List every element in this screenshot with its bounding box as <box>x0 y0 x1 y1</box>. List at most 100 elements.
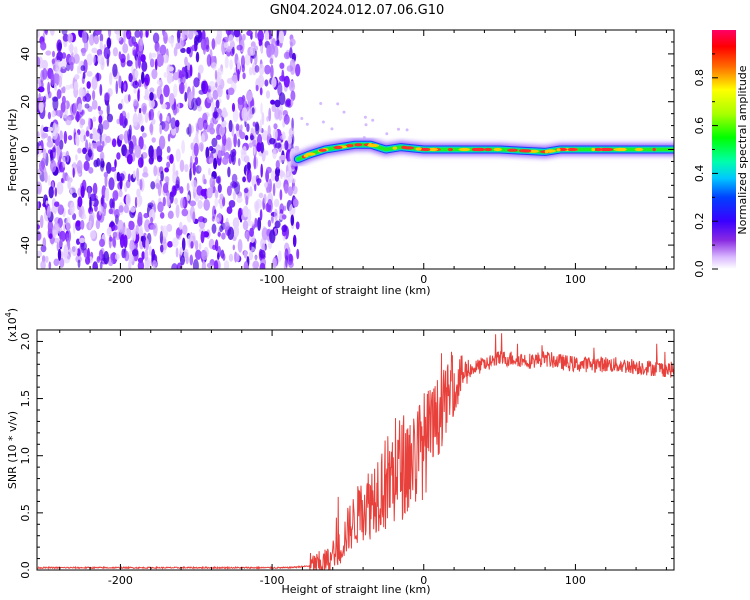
spectrogram-y-tick-label: 40 <box>19 47 32 61</box>
noise-speckle <box>104 187 110 202</box>
noise-speckle <box>164 176 170 183</box>
noise-speckle <box>258 192 264 199</box>
noise-speckle <box>231 155 235 162</box>
noise-speckle <box>166 72 173 84</box>
noise-speckle <box>127 173 131 183</box>
noise-speckle <box>148 98 155 109</box>
noise-speckle <box>109 236 113 242</box>
noise-speckle <box>109 198 114 209</box>
noise-speckle <box>37 224 41 230</box>
noise-speckle <box>62 156 66 168</box>
track-peak <box>401 145 407 149</box>
noise-speckle <box>58 75 63 88</box>
noise-speckle <box>121 225 125 235</box>
noise-speckle <box>127 94 131 102</box>
noise-speckle <box>69 202 75 216</box>
noise-speckle <box>68 56 76 66</box>
noise-speckle <box>287 135 292 145</box>
track-peak <box>303 154 309 158</box>
track-peak <box>318 148 327 152</box>
noise-speckle <box>97 105 101 111</box>
noise-speckle <box>126 112 130 120</box>
noise-speckle <box>63 253 71 264</box>
noise-speckle <box>200 188 208 197</box>
noise-speckle <box>88 117 91 130</box>
noise-speckle <box>102 120 110 130</box>
noise-speckle <box>80 65 86 72</box>
snr-ticks <box>37 330 674 571</box>
noise-speckle <box>140 235 144 242</box>
noise-speckle <box>278 30 285 44</box>
noise-speckle <box>50 159 57 173</box>
noise-speckle <box>228 200 236 208</box>
noise-speckle <box>238 128 243 137</box>
noise-speckle <box>247 162 251 171</box>
noise-speckle <box>274 208 278 221</box>
noise-speckle <box>245 231 250 240</box>
noise-speckle <box>143 94 149 100</box>
noise-speckle <box>58 239 64 248</box>
colorbar-gradient <box>712 30 736 269</box>
noise-speckle <box>95 30 102 35</box>
noise-speckle <box>254 45 258 52</box>
noise-speckle <box>276 31 280 46</box>
noise-speckle <box>191 44 198 52</box>
noise-speckle <box>80 118 86 126</box>
noise-speckle <box>264 64 271 75</box>
noise-speckle <box>56 89 62 99</box>
noise-speckle <box>228 34 234 43</box>
noise-speckle <box>149 123 154 133</box>
noise-speckle <box>209 176 216 188</box>
noise-speckle <box>179 159 185 172</box>
noise-speckle <box>261 130 269 141</box>
noise-speckle <box>149 87 155 93</box>
noise-speckle <box>237 138 241 148</box>
noise-speckle <box>336 102 340 106</box>
noise-speckle <box>37 86 45 93</box>
noise-speckle <box>110 253 113 260</box>
noise-speckle <box>91 99 98 110</box>
noise-speckle <box>206 262 213 269</box>
noise-speckle <box>150 52 157 58</box>
noise-speckle <box>137 114 144 126</box>
noise-speckle <box>225 30 232 36</box>
snr-y-tick-label: 1.5 <box>19 390 32 408</box>
noise-speckle <box>266 116 269 122</box>
noise-speckle <box>189 200 197 207</box>
noise-speckle <box>221 144 225 156</box>
noise-speckle <box>193 142 199 157</box>
noise-speckle <box>37 131 40 139</box>
noise-speckle <box>88 34 95 46</box>
track-peak <box>428 147 439 152</box>
noise-speckle <box>211 38 216 50</box>
noise-speckle <box>217 84 223 98</box>
track-peak <box>519 149 528 153</box>
noise-speckle <box>59 230 66 242</box>
noise-speckle <box>371 118 375 122</box>
noise-speckle <box>120 58 126 68</box>
spectrogram-x-label: Height of straight line (km) <box>281 284 430 297</box>
noise-speckle <box>242 220 249 231</box>
noise-speckle <box>162 182 169 194</box>
noise-speckle <box>81 47 86 57</box>
noise-speckle <box>237 58 241 72</box>
noise-speckle <box>169 153 174 164</box>
noise-speckle <box>96 49 103 57</box>
noise-speckle <box>201 133 205 143</box>
colorbar: 0.0 0.2 0.4 0.6 0.8 Normalized spectral ampl… <box>693 30 749 278</box>
noise-speckle <box>224 56 229 69</box>
noise-speckle <box>267 198 273 213</box>
noise-speckle <box>128 72 133 83</box>
noise-speckle <box>217 231 221 237</box>
noise-speckle <box>88 167 94 174</box>
noise-speckle <box>138 108 142 114</box>
noise-speckle <box>56 110 63 117</box>
track-peak <box>484 147 493 152</box>
track-peak <box>333 145 343 150</box>
track-peak <box>421 147 431 152</box>
noise-speckle <box>149 92 154 101</box>
noise-speckle <box>182 30 188 40</box>
noise-speckle <box>137 157 144 168</box>
noise-speckle <box>174 197 179 205</box>
spectrogram-signal-track <box>289 136 674 168</box>
